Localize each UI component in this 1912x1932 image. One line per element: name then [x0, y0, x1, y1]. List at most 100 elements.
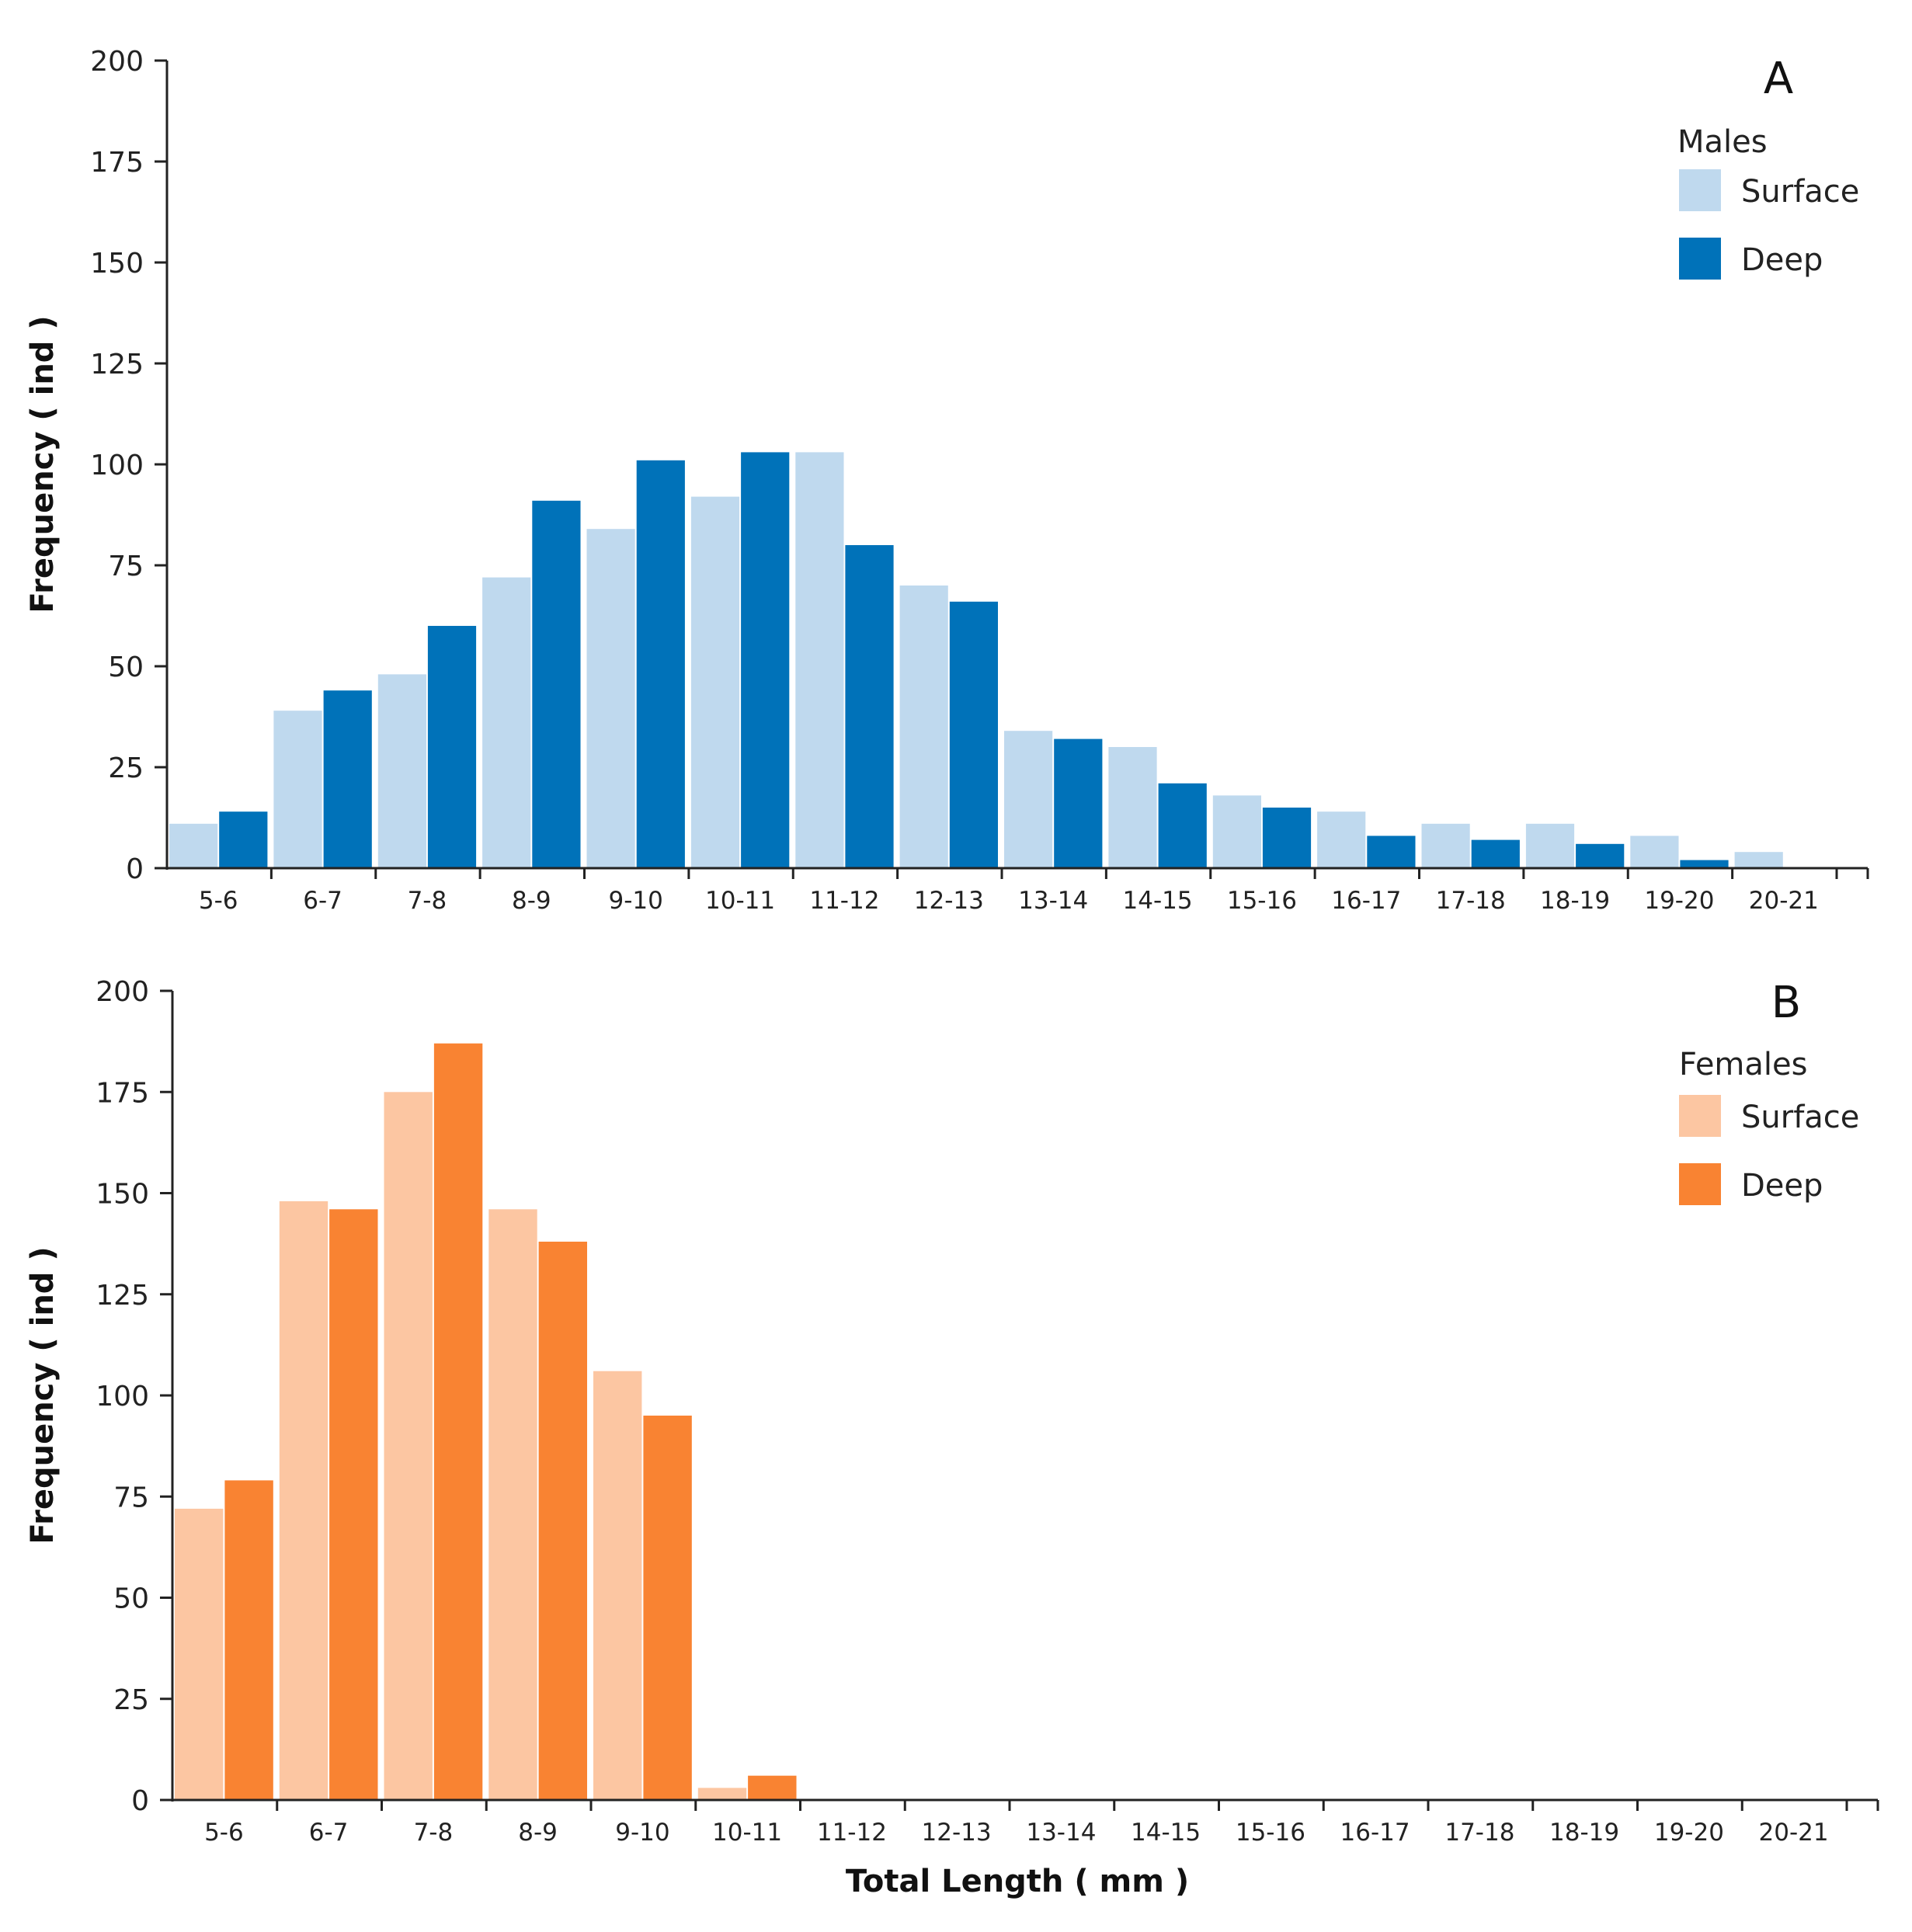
- x-tick-label-18-19: 18-19: [1549, 1819, 1619, 1847]
- x-tick-label-13-14: 13-14: [1026, 1819, 1096, 1847]
- x-tick-label-17-18: 17-18: [1436, 887, 1506, 915]
- bar-surface-20-21: [1734, 852, 1783, 868]
- x-tick-label-19-20: 19-20: [1644, 887, 1714, 915]
- y-tick-label-200: 200: [90, 46, 144, 78]
- bar-surface-10-11: [690, 496, 740, 868]
- bar-surface-5-6: [169, 823, 218, 868]
- y-tick-label-50: 50: [113, 1583, 149, 1615]
- bar-surface-16-17: [1317, 811, 1366, 868]
- bar-surface-7-8: [377, 674, 426, 868]
- x-tick-label-9-10: 9-10: [615, 1819, 669, 1847]
- y-tick-label-175: 175: [90, 147, 144, 179]
- bar-deep-8-9: [532, 500, 581, 868]
- legend-label-deep: Deep: [1741, 242, 1823, 278]
- x-tick-label-8-9: 8-9: [512, 887, 551, 915]
- y-tick-label-100: 100: [90, 450, 144, 481]
- x-tick-label-10-11: 10-11: [712, 1819, 782, 1847]
- bar-surface-18-19: [1525, 823, 1575, 868]
- bar-surface-12-13: [899, 586, 948, 868]
- x-tick-label-12-13: 12-13: [914, 887, 984, 915]
- bar-surface-11-12: [795, 452, 844, 868]
- bar-surface-6-7: [273, 711, 322, 868]
- y-axis-title: Frequency ( ind ): [25, 315, 61, 613]
- y-tick-label-25: 25: [108, 752, 144, 784]
- bar-deep-5-6: [224, 1480, 273, 1800]
- y-tick-label-0: 0: [126, 853, 144, 885]
- bar-surface-6-7: [279, 1201, 329, 1800]
- x-tick-label-19-20: 19-20: [1654, 1819, 1724, 1847]
- legend-label-surface: Surface: [1741, 1100, 1859, 1135]
- x-tick-label-18-19: 18-19: [1540, 887, 1610, 915]
- y-tick-label-200: 200: [96, 976, 149, 1008]
- y-axis-title: Frequency ( ind ): [25, 1246, 61, 1544]
- bar-deep-9-10: [636, 460, 685, 868]
- bar-deep-9-10: [643, 1416, 692, 1800]
- legend-swatch-surface: [1679, 169, 1721, 211]
- bar-deep-15-16: [1262, 808, 1312, 868]
- legend-swatch-deep: [1679, 238, 1721, 280]
- x-tick-label-16-17: 16-17: [1331, 887, 1401, 915]
- y-tick-label-175: 175: [96, 1077, 149, 1109]
- bar-surface-9-10: [586, 529, 635, 868]
- x-tick-label-12-13: 12-13: [922, 1819, 992, 1847]
- y-tick-label-75: 75: [113, 1482, 149, 1513]
- x-tick-label-17-18: 17-18: [1444, 1819, 1514, 1847]
- bar-surface-8-9: [488, 1209, 537, 1800]
- y-tick-label-125: 125: [96, 1280, 149, 1312]
- x-tick-label-10-11: 10-11: [705, 887, 775, 915]
- bar-deep-16-17: [1367, 836, 1416, 868]
- y-tick-label-25: 25: [113, 1684, 149, 1716]
- x-axis-title: Total Length ( mm ): [846, 1864, 1189, 1899]
- y-tick-label-150: 150: [90, 248, 144, 280]
- x-tick-label-15-16: 15-16: [1227, 887, 1297, 915]
- panel-label: B: [1771, 978, 1801, 1028]
- bar-deep-8-9: [538, 1242, 587, 1800]
- x-tick-label-13-14: 13-14: [1018, 887, 1088, 915]
- bar-surface-8-9: [482, 577, 531, 868]
- x-tick-label-9-10: 9-10: [609, 887, 663, 915]
- bar-deep-7-8: [433, 1043, 483, 1800]
- x-tick-label-14-15: 14-15: [1123, 887, 1193, 915]
- x-tick-label-8-9: 8-9: [518, 1819, 558, 1847]
- bar-surface-9-10: [593, 1371, 642, 1800]
- chart-panel-b: 5-6 6-7 7-8 8-9 9-10 10-11 11-12 12-13 13-14 14-1…: [25, 976, 1879, 1847]
- legend-swatch-surface: [1679, 1095, 1721, 1137]
- bar-deep-6-7: [329, 1209, 378, 1800]
- y-tick-label-125: 125: [90, 349, 144, 380]
- chart-panel-a: 5-6 6-7 7-8 8-9 9-10 10-11 11-12 12-13 13-14 14-1…: [25, 46, 1869, 915]
- x-tick-label-15-16: 15-16: [1236, 1819, 1305, 1847]
- bar-deep-12-13: [949, 601, 998, 868]
- x-tick-label-11-12: 11-12: [817, 1819, 887, 1847]
- x-tick-label-20-21: 20-21: [1759, 1819, 1829, 1847]
- legend-label-surface: Surface: [1741, 174, 1859, 210]
- legend-title: Males: [1677, 124, 1768, 160]
- x-tick-label-7-8: 7-8: [414, 1819, 454, 1847]
- x-tick-label-11-12: 11-12: [809, 887, 879, 915]
- legend-swatch-deep: [1679, 1163, 1721, 1205]
- y-tick-label-150: 150: [96, 1179, 149, 1211]
- bar-surface-14-15: [1108, 747, 1157, 868]
- y-tick-label-50: 50: [108, 652, 144, 683]
- bar-surface-15-16: [1212, 795, 1261, 868]
- x-tick-label-16-17: 16-17: [1340, 1819, 1410, 1847]
- bar-deep-10-11: [741, 452, 790, 868]
- x-tick-label-7-8: 7-8: [408, 887, 447, 915]
- x-tick-label-5-6: 5-6: [204, 1819, 244, 1847]
- bar-deep-19-20: [1680, 860, 1729, 868]
- bar-deep-18-19: [1576, 843, 1625, 868]
- bar-deep-6-7: [323, 690, 372, 868]
- legend-title: Females: [1679, 1047, 1807, 1082]
- y-tick-label-100: 100: [96, 1381, 149, 1413]
- panel-label: A: [1764, 54, 1793, 104]
- bar-surface-13-14: [1004, 731, 1053, 868]
- bar-surface-10-11: [697, 1788, 747, 1800]
- bar-deep-7-8: [427, 626, 477, 868]
- bar-surface-17-18: [1421, 823, 1470, 868]
- bar-deep-17-18: [1471, 839, 1520, 868]
- legend-label-deep: Deep: [1741, 1168, 1823, 1204]
- x-tick-label-6-7: 6-7: [309, 1819, 349, 1847]
- bar-deep-13-14: [1054, 738, 1103, 868]
- bar-surface-19-20: [1630, 836, 1679, 868]
- bar-deep-10-11: [748, 1775, 797, 1800]
- bar-surface-7-8: [384, 1092, 433, 1801]
